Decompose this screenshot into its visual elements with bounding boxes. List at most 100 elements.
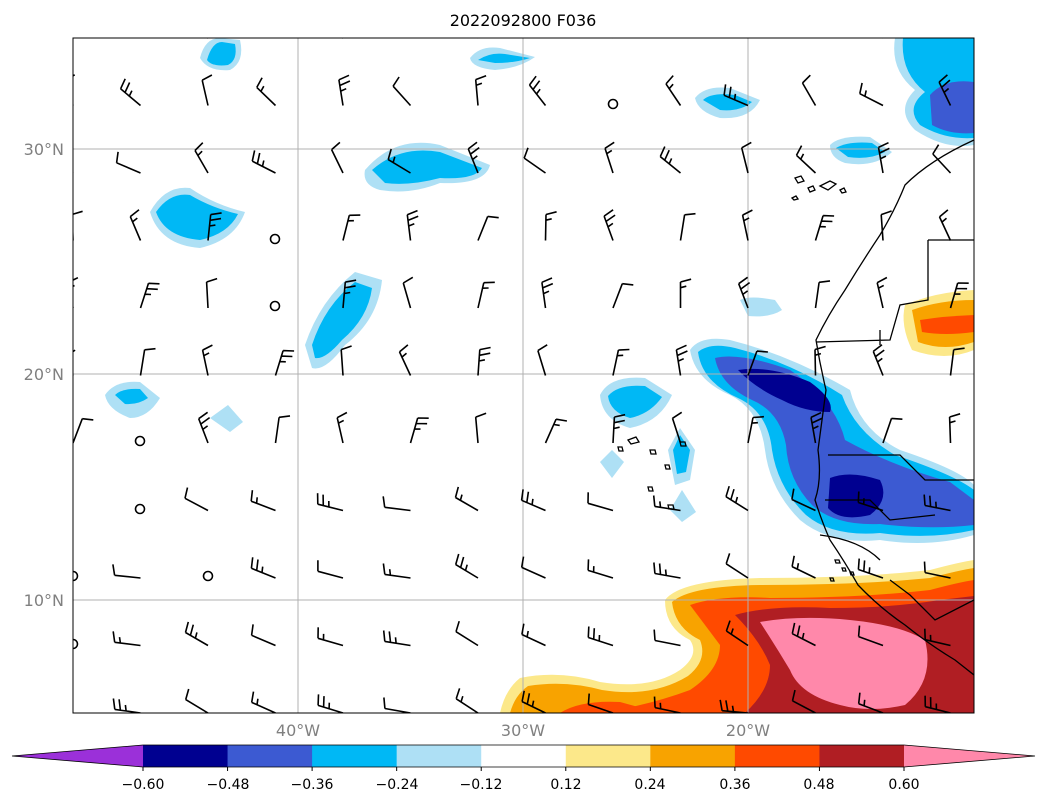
wind-barb — [477, 346, 491, 376]
wind-barb — [139, 282, 160, 309]
wind-barb — [603, 209, 616, 241]
wind-barb — [948, 413, 961, 444]
wind-barb — [250, 557, 276, 579]
lat-label-10n: 10°N — [24, 591, 64, 610]
wind-barb — [205, 277, 218, 309]
wind-barb — [316, 493, 344, 512]
wind-barb — [876, 276, 888, 309]
wind-barb — [719, 699, 749, 713]
lon-label-30w: 30°W — [501, 721, 545, 740]
wind-barb — [521, 690, 546, 713]
wind-barb — [949, 347, 965, 376]
wind-barb — [679, 278, 692, 308]
wind-barb — [382, 563, 411, 579]
shade-blob — [372, 150, 482, 184]
shade-warm — [760, 617, 928, 709]
wind-barb — [73, 509, 74, 511]
calm-wind-marker — [202, 570, 214, 582]
wind-barb — [528, 75, 547, 106]
shade-core — [738, 368, 831, 412]
wind-barb — [129, 209, 142, 241]
shade-blob — [608, 385, 662, 418]
colorbar-segment — [650, 745, 736, 767]
wind-barb — [409, 38, 411, 39]
wind-barb — [747, 350, 768, 376]
wind-barb — [341, 38, 343, 39]
wind-barb — [814, 38, 816, 39]
colorbar-segment — [227, 745, 313, 767]
shade-blob — [930, 81, 974, 134]
colorbar-segment — [396, 745, 482, 767]
wind-barb — [653, 696, 681, 713]
wind-barb — [139, 347, 156, 376]
wind-barb — [184, 487, 209, 512]
wind-barb — [791, 488, 816, 512]
wind-barb — [653, 562, 681, 579]
colorbar-tick-labels: −0.60 −0.48 −0.36 −0.24 −0.12 0.12 0.24 … — [122, 777, 920, 793]
wind-barb — [207, 212, 222, 241]
wind-barb — [73, 276, 79, 308]
shade-blob — [703, 94, 752, 111]
wind-barb — [740, 141, 752, 174]
wind-barb — [587, 559, 614, 579]
wind-barb — [857, 692, 884, 713]
wind-barb — [317, 694, 344, 713]
wind-barb — [521, 623, 546, 647]
cape-verde-islands — [617, 436, 687, 510]
gridlines — [73, 38, 974, 713]
wind-barb — [741, 209, 753, 241]
colorbar-segment — [734, 745, 820, 767]
colorbar-extend-high — [904, 745, 1035, 767]
wind-barb — [795, 145, 817, 174]
wind-barb — [454, 486, 479, 512]
map-panel — [72, 37, 975, 714]
colorbar-segment — [819, 745, 905, 767]
lat-label-20n: 20°N — [24, 365, 64, 384]
wind-barb — [194, 142, 209, 174]
wind-barb — [882, 417, 903, 444]
lon-label-40w: 40°W — [276, 721, 320, 740]
shade-blob — [600, 450, 624, 478]
wind-barb — [383, 697, 411, 713]
map-frame — [72, 37, 975, 714]
wind-barb — [859, 82, 884, 107]
wind-barb — [791, 689, 816, 713]
wind-barb — [857, 491, 884, 512]
wind-barb — [398, 344, 412, 376]
wind-barb — [251, 150, 276, 174]
wind-barb — [923, 494, 951, 512]
wind-barb — [665, 75, 682, 106]
calm-wind-marker — [134, 503, 146, 515]
wind-barb — [197, 411, 211, 444]
colorbar-tick-label: 0.60 — [888, 777, 919, 793]
calm-wind-marker — [269, 300, 281, 312]
wind-barb — [671, 411, 683, 444]
wind-barb — [537, 344, 548, 376]
colorbar-tick-label: −0.36 — [291, 777, 334, 793]
wind-barb — [338, 74, 351, 106]
wind-barb — [880, 210, 892, 241]
wind-barb — [119, 78, 142, 107]
wind-barb — [73, 712, 74, 713]
wind-barb — [814, 345, 826, 376]
wind-barb — [612, 282, 634, 309]
colorbar-segment — [565, 745, 651, 767]
wind-barb — [115, 151, 141, 174]
wind-barb — [612, 348, 630, 376]
shade-blob — [920, 315, 974, 334]
wind-barb — [723, 84, 749, 107]
wind-barb — [675, 344, 688, 376]
calm-wind-marker — [607, 98, 619, 110]
shade-blob — [207, 42, 236, 66]
wind-barb — [467, 141, 480, 174]
wind-barb — [679, 38, 681, 39]
wind-barb — [184, 621, 209, 647]
wind-barb — [544, 418, 568, 444]
wind-barb — [814, 280, 831, 309]
wind-barb — [938, 74, 952, 106]
shade-blob — [740, 297, 782, 317]
colorbar-tick-label: 0.24 — [634, 777, 665, 793]
shade-blob — [115, 388, 148, 405]
wind-barb — [330, 141, 344, 174]
wind-barb — [402, 276, 414, 309]
